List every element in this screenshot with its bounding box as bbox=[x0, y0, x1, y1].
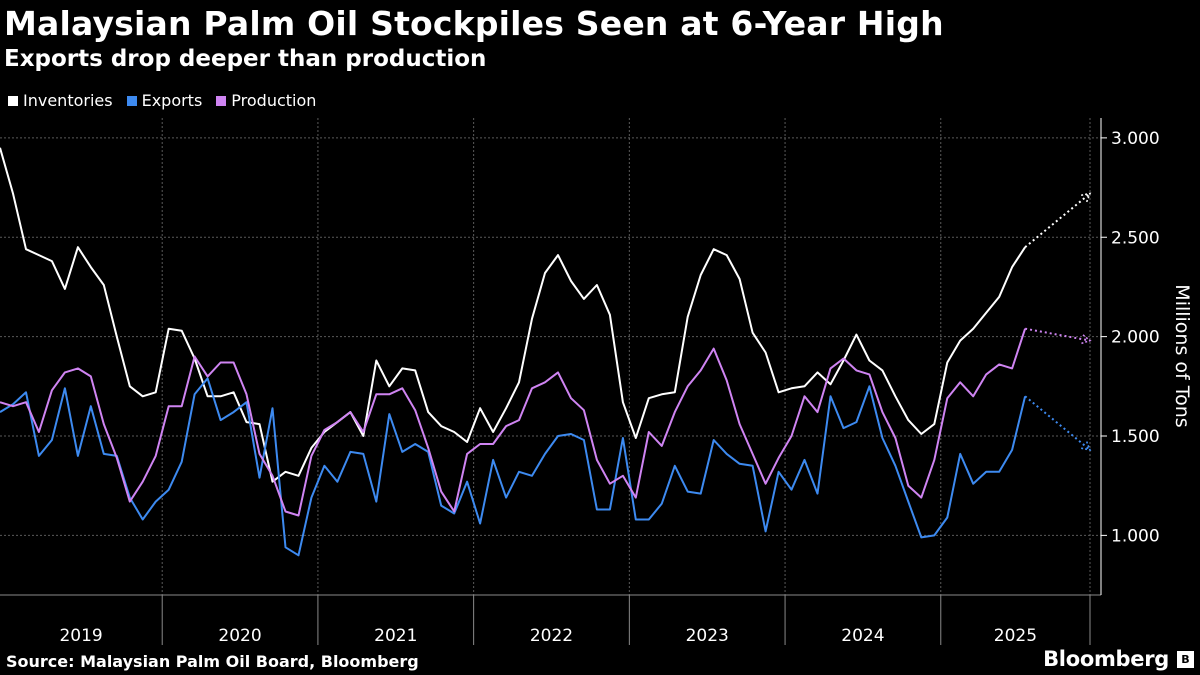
y-tick-label: 1.000 bbox=[1111, 526, 1160, 546]
source-note: Source: Malaysian Palm Oil Board, Bloomb… bbox=[6, 652, 419, 671]
x-tick-label: 2023 bbox=[686, 626, 729, 646]
x-tick-label: 2020 bbox=[218, 626, 261, 646]
legend: Inventories Exports Production bbox=[8, 91, 316, 110]
y-tick-label: 2.000 bbox=[1111, 328, 1160, 348]
forecast-line-production bbox=[1024, 327, 1091, 342]
forecast-arrow-inventories bbox=[1081, 192, 1092, 203]
brand-icon: B bbox=[1177, 651, 1194, 668]
legend-swatch-inventories bbox=[8, 95, 18, 106]
series-line-production bbox=[0, 328, 1027, 517]
x-tick-label: 2024 bbox=[841, 626, 884, 646]
x-tick-label: 2025 bbox=[994, 626, 1037, 646]
y-tick-label: 3.000 bbox=[1111, 129, 1160, 149]
legend-label-production: Production bbox=[231, 91, 317, 110]
x-tick-label: 2022 bbox=[530, 626, 573, 646]
forecast-arrow-exports bbox=[1081, 441, 1092, 451]
series-line-exports bbox=[0, 377, 1027, 557]
forecast-line-exports bbox=[1024, 395, 1091, 451]
chart-title: Malaysian Palm Oil Stockpiles Seen at 6-… bbox=[4, 4, 944, 43]
legend-swatch-production bbox=[216, 95, 227, 106]
legend-item-production: Production bbox=[216, 91, 316, 110]
chart-subtitle: Exports drop deeper than production bbox=[4, 46, 487, 72]
y-tick-label: 1.500 bbox=[1111, 427, 1160, 447]
legend-item-exports: Exports bbox=[126, 91, 203, 110]
legend-label-inventories: Inventories bbox=[23, 91, 113, 110]
y-axis-title: Millions of Tons bbox=[1171, 284, 1193, 427]
y-tick-label: 2.500 bbox=[1111, 228, 1160, 248]
legend-swatch-exports bbox=[126, 95, 137, 106]
forecast-line-inventories bbox=[1024, 192, 1091, 248]
series-line-inventories bbox=[0, 147, 1026, 483]
legend-item-inventories: Inventories bbox=[8, 91, 113, 110]
brand-logo-text: Bloomberg bbox=[1043, 647, 1169, 671]
legend-label-exports: Exports bbox=[141, 91, 203, 110]
forecast-arrow-production bbox=[1081, 334, 1092, 345]
x-tick-label: 2019 bbox=[59, 626, 102, 646]
x-tick-label: 2021 bbox=[374, 626, 417, 646]
